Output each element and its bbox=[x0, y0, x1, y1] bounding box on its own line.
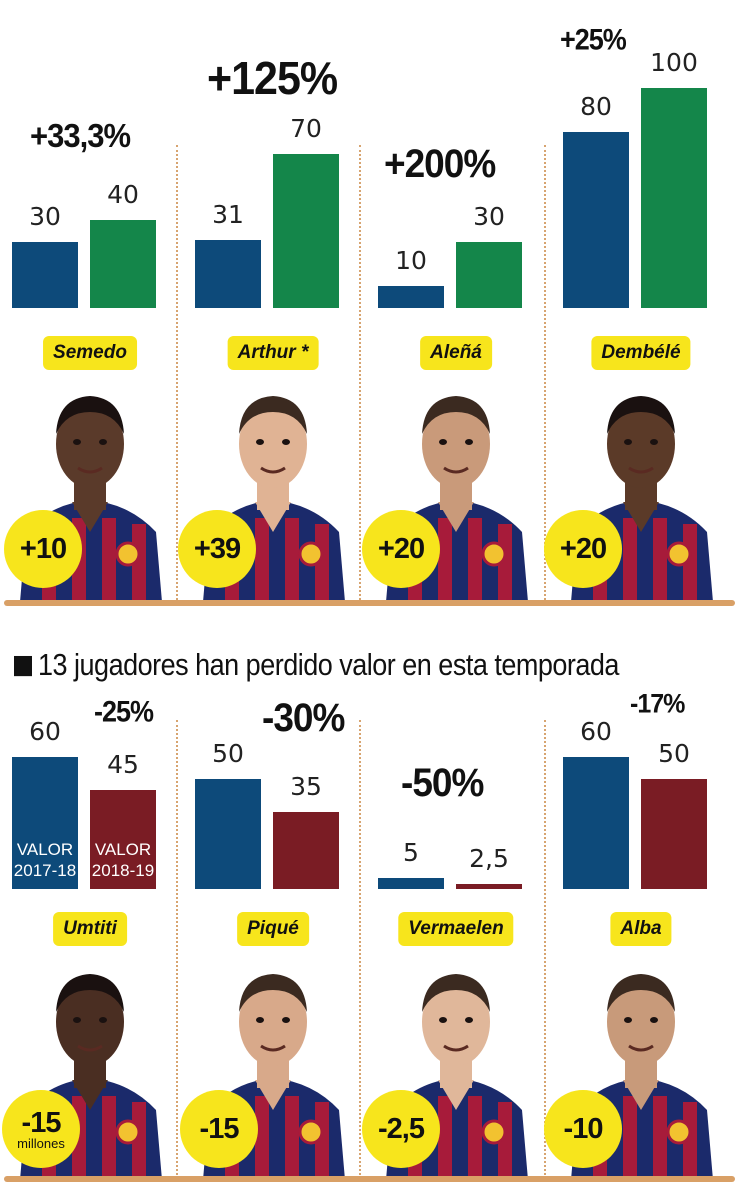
value-label-prev: 30 bbox=[29, 202, 61, 231]
column-separator bbox=[544, 720, 546, 1175]
player-name-label: Aleñá bbox=[420, 336, 492, 370]
loss-section-title-text: 13 jugadores han perdido valor en esta t… bbox=[38, 648, 619, 682]
value-label-prev: 10 bbox=[395, 246, 427, 275]
column-separator bbox=[176, 145, 178, 600]
value-change-unit: millones bbox=[17, 1136, 65, 1151]
value-change-badge: +10 bbox=[4, 510, 82, 588]
player-name-label: Vermaelen bbox=[398, 912, 514, 946]
bar-curr-Alba bbox=[641, 779, 707, 889]
change-percentage: +33,3% bbox=[30, 116, 131, 155]
bar-prev-Semedo bbox=[12, 242, 78, 308]
loss-section-title: 13 jugadores han perdido valor en esta t… bbox=[14, 648, 619, 683]
bar-curr-Vermaelen bbox=[456, 883, 522, 889]
divider-rule-top bbox=[4, 600, 735, 606]
bar-prev-Piqué bbox=[195, 779, 261, 889]
column-separator bbox=[359, 720, 361, 1175]
change-percentage: +125% bbox=[207, 53, 338, 105]
bar-prev-Vermaelen bbox=[378, 878, 444, 889]
change-percentage: +200% bbox=[384, 141, 496, 186]
value-label-prev: 60 bbox=[29, 717, 61, 746]
value-change-badge: +20 bbox=[362, 510, 440, 588]
value-change-amount: -10 bbox=[563, 1112, 604, 1145]
value-change-amount: +20 bbox=[377, 532, 425, 565]
value-label-curr: 45 bbox=[107, 750, 139, 779]
player-name-label: Alba bbox=[610, 912, 672, 946]
value-change-badge: -10 bbox=[544, 1090, 622, 1168]
value-label-prev: 60 bbox=[580, 717, 612, 746]
bar-prev-Alba bbox=[563, 757, 629, 889]
player-name-label: Umtiti bbox=[53, 912, 127, 946]
value-label-curr: 50 bbox=[658, 739, 690, 768]
value-change-amount: -2,5 bbox=[378, 1112, 425, 1145]
value-change-amount: -15 bbox=[21, 1107, 62, 1139]
column-separator bbox=[359, 145, 361, 600]
change-percentage: -17% bbox=[630, 688, 685, 720]
legend-curr-label: VALOR 2018-19 bbox=[91, 840, 155, 880]
value-label-curr: 100 bbox=[650, 48, 698, 77]
change-percentage: +25% bbox=[560, 23, 627, 57]
value-change-amount: +39 bbox=[193, 532, 241, 565]
divider-rule-bottom bbox=[4, 1176, 735, 1182]
change-percentage: -30% bbox=[262, 695, 345, 740]
player-name-label: Piqué bbox=[237, 912, 309, 946]
value-change-badge: -15 bbox=[180, 1090, 258, 1168]
value-change-badge: -15 millones bbox=[2, 1090, 80, 1168]
value-change-badge: +39 bbox=[178, 510, 256, 588]
value-change-badge: -2,5 bbox=[362, 1090, 440, 1168]
column-separator bbox=[176, 720, 178, 1175]
value-change-badge: +20 bbox=[544, 510, 622, 588]
value-change-amount: -15 bbox=[199, 1112, 240, 1145]
change-percentage: -25% bbox=[94, 695, 154, 729]
value-label-prev: 31 bbox=[212, 199, 244, 229]
value-label-curr: 40 bbox=[107, 180, 139, 209]
value-label-curr: 70 bbox=[290, 114, 322, 143]
value-label-curr: 35 bbox=[290, 772, 322, 801]
value-label-curr: 30 bbox=[473, 202, 505, 231]
legend-prev-label: VALOR 2017-18 bbox=[13, 840, 77, 880]
value-label-prev: 5 bbox=[403, 838, 419, 867]
value-label-prev: 50 bbox=[212, 739, 244, 768]
change-percentage: -50% bbox=[401, 760, 484, 805]
bullet-square-icon bbox=[14, 655, 32, 676]
bar-curr-Arthur * bbox=[273, 154, 339, 308]
bar-curr-Semedo bbox=[90, 220, 156, 308]
player-name-label: Dembélé bbox=[591, 336, 691, 370]
bar-prev-Aleñá bbox=[378, 286, 444, 308]
bar-prev-Umtiti: VALOR 2017-18 bbox=[12, 757, 78, 889]
player-name-label: Semedo bbox=[43, 336, 137, 370]
bar-curr-Piqué bbox=[273, 812, 339, 889]
bar-curr-Umtiti: VALOR 2018-19 bbox=[90, 790, 156, 889]
bar-prev-Dembélé bbox=[563, 132, 629, 308]
bar-prev-Arthur * bbox=[195, 239, 261, 308]
player-name-label: Arthur * bbox=[227, 336, 319, 370]
value-change-amount: +10 bbox=[19, 532, 67, 565]
value-change-amount: +20 bbox=[559, 532, 607, 565]
bar-curr-Aleñá bbox=[456, 242, 522, 308]
bar-curr-Dembélé bbox=[641, 88, 707, 308]
column-separator bbox=[544, 145, 546, 600]
value-label-prev: 80 bbox=[580, 92, 612, 121]
value-label-curr: 2,5 bbox=[469, 843, 509, 873]
